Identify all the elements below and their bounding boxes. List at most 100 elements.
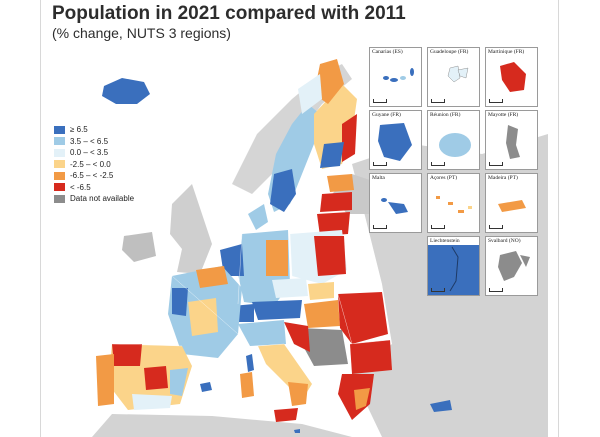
left-frame-line xyxy=(40,0,41,437)
legend-label: 3.5 – < 6.5 xyxy=(70,136,109,146)
inset-label: Svalbard (NO) xyxy=(488,238,521,244)
hungary xyxy=(304,300,340,328)
scale-bar xyxy=(373,99,387,103)
liechtenstein-shape xyxy=(428,245,479,295)
austria xyxy=(252,300,302,320)
legend-item: -2.5 – < 0.0 xyxy=(54,159,134,171)
czechia xyxy=(272,278,308,298)
finland-south xyxy=(320,142,344,168)
inset-label: Malta xyxy=(372,175,385,181)
sardinia xyxy=(240,372,254,398)
slovakia xyxy=(308,282,334,300)
map-title: Population in 2021 compared with 2011 xyxy=(52,3,406,24)
italy-south xyxy=(288,382,308,406)
north-africa-land xyxy=(92,414,352,437)
scale-bar xyxy=(431,225,445,229)
western-balkans xyxy=(300,328,348,366)
inset-canarias: Canarias (ES) xyxy=(369,47,422,107)
legend-item: ≥ 6.5 xyxy=(54,124,134,136)
legend-swatch xyxy=(54,137,65,146)
inset-label: Canarias (ES) xyxy=(372,49,403,55)
madeira-shape xyxy=(498,200,526,212)
scale-bar xyxy=(489,288,503,292)
scale-bar xyxy=(489,99,503,103)
legend-swatch xyxy=(54,183,65,192)
croatia xyxy=(284,322,310,352)
bulgaria xyxy=(350,340,392,374)
legend-item: -6.5 – < -2.5 xyxy=(54,170,134,182)
legend-item: < -6.5 xyxy=(54,182,134,194)
mayotte-shape xyxy=(506,125,520,159)
svalbard-shape xyxy=(498,251,530,281)
martinique-shape xyxy=(500,62,526,92)
inset-mayotte: Mayotte (FR) xyxy=(485,110,538,170)
acores-shape xyxy=(436,196,472,213)
balearic xyxy=(200,382,212,392)
legend-item: 3.5 – < 6.5 xyxy=(54,136,134,148)
spain-east xyxy=(170,368,188,396)
scale-bar xyxy=(431,162,445,166)
greece-east xyxy=(354,388,370,410)
inset-label: Guyane (FR) xyxy=(372,112,401,118)
france-west xyxy=(172,288,188,316)
portugal xyxy=(96,354,114,406)
france-center xyxy=(188,298,218,336)
inset-label: Açores (PT) xyxy=(430,175,458,181)
inset-guyane: Guyane (FR) xyxy=(369,110,422,170)
legend-label: Data not available xyxy=(70,194,135,204)
legend-label: -2.5 – < 0.0 xyxy=(70,159,111,169)
scale-bar xyxy=(373,225,387,229)
sweden-south xyxy=(270,169,296,212)
scale-bar xyxy=(431,99,445,103)
legend-swatch xyxy=(54,160,65,169)
legend-swatch xyxy=(54,148,65,157)
legend-label: -6.5 – < -2.5 xyxy=(70,171,114,181)
inset-malta: Malta xyxy=(369,173,422,233)
lithuania xyxy=(317,212,350,236)
reunion-shape xyxy=(439,133,471,157)
scale-bar xyxy=(373,162,387,166)
ireland-land xyxy=(122,232,156,262)
cyprus xyxy=(430,400,452,412)
legend-swatch xyxy=(54,194,65,203)
spain-south xyxy=(132,394,172,410)
italy-north xyxy=(238,320,286,346)
europe-choropleth-map: ≥ 6.5 3.5 – < 6.5 0.0 – < 3.5 -2.5 – < 0… xyxy=(52,44,548,437)
legend-item: 0.0 – < 3.5 xyxy=(54,147,134,159)
latvia xyxy=(320,192,352,212)
inset-martinique: Martinique (FR) xyxy=(485,47,538,107)
canarias-shape xyxy=(383,68,414,82)
map-legend: ≥ 6.5 3.5 – < 6.5 0.0 – < 3.5 -2.5 – < 0… xyxy=(54,124,134,205)
inset-label: Liechtenstein xyxy=(430,238,460,244)
denmark xyxy=(248,204,268,230)
legend-label: ≥ 6.5 xyxy=(70,125,88,135)
uk-land xyxy=(170,184,212,274)
estonia xyxy=(327,174,354,192)
spain-center xyxy=(144,366,168,390)
inset-reunion: Réunion (FR) xyxy=(427,110,480,170)
inset-guadeloupe: Guadeloupe (FR) xyxy=(427,47,480,107)
legend-label: < -6.5 xyxy=(70,182,91,192)
scale-bar xyxy=(489,225,503,229)
france-north xyxy=(196,266,228,288)
legend-swatch xyxy=(54,171,65,180)
inset-svalbard: Svalbard (NO) xyxy=(485,236,538,296)
inset-liechtenstein: Liechtenstein xyxy=(427,236,480,296)
poland-east xyxy=(314,236,346,276)
spain-north-west xyxy=(112,344,142,366)
inset-label: Martinique (FR) xyxy=(488,49,525,55)
inset-label: Réunion (FR) xyxy=(430,112,461,118)
inset-maps: Canarias (ES) Guadeloupe (FR) Martinique… xyxy=(369,47,547,296)
legend-item: Data not available xyxy=(54,193,134,205)
legend-label: 0.0 – < 3.5 xyxy=(70,148,109,158)
norway-north xyxy=(298,74,322,114)
inset-acores: Açores (PT) xyxy=(427,173,480,233)
malta-main xyxy=(294,429,300,433)
sicily xyxy=(274,408,298,422)
malta-shape xyxy=(381,198,408,214)
guyane-shape xyxy=(378,123,412,161)
legend-swatch xyxy=(54,125,65,134)
right-frame-line xyxy=(558,0,559,437)
iceland xyxy=(102,78,150,104)
inset-label: Mayotte (FR) xyxy=(488,112,519,118)
